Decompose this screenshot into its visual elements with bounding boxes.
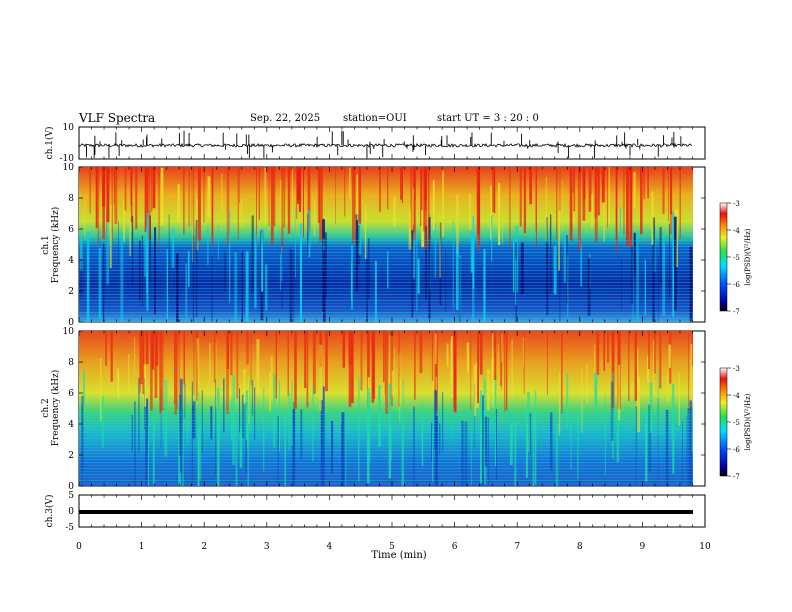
colorbar-tick-label: -5 — [733, 254, 740, 262]
x-axis-tick-labels: 0 1 2 3 4 5 6 7 8 9 10 — [76, 542, 711, 552]
ch1-spectrogram-panel: 0 2 4 6 8 10 ch.1 Frequency (kHz) — [41, 163, 706, 328]
ch1-ytick-bottom: -10 — [60, 154, 75, 164]
x-tick-label: 0 — [76, 542, 82, 552]
ch2-freq-ticks: 0 2 4 6 8 10 — [63, 327, 705, 492]
y-tick-label: 6 — [68, 225, 74, 235]
y-tick-label: 10 — [63, 163, 75, 173]
chart-title: VLF Spectra — [79, 111, 156, 125]
ch3-waveform-panel: 5 0 -5 ch.3(V) — [44, 491, 706, 533]
y-tick-label: 10 — [63, 327, 75, 337]
colorbar-tick-label: -3 — [733, 365, 740, 373]
ch3-waveform-line — [79, 510, 693, 514]
y-tick-label: 4 — [68, 420, 74, 430]
ch2-colorbar-label: log(PSD)(V²/Hz) — [744, 393, 752, 450]
x-tick-label: 7 — [514, 542, 520, 552]
ch1-colorbar-label: log(PSD)(V²/Hz) — [744, 228, 752, 285]
colorbar-tick-label: -6 — [733, 281, 740, 289]
ch1-freq-ticks: 0 2 4 6 8 10 — [63, 163, 705, 328]
ch3-ytick-bottom: -5 — [65, 523, 74, 533]
x-tick-label: 4 — [327, 542, 333, 552]
colorbar-tick-label: -4 — [733, 392, 740, 400]
y-tick-label: 6 — [68, 389, 74, 399]
ch1-freq-ylabel-ch: ch.1 — [41, 235, 51, 254]
colorbar-tick-label: -4 — [733, 227, 740, 235]
ch3-ylabel: ch.3(V) — [44, 495, 55, 528]
ch2-spectrogram-panel: 0 2 4 6 8 10 ch.2 Frequency (kHz) — [41, 327, 706, 492]
ch1-colorbar: -3 -4 -5 -6 -7 log(PSD)(V²/Hz) — [719, 200, 752, 316]
x-tick-label: 3 — [264, 542, 270, 552]
ch3-ytick-mid: 0 — [68, 507, 74, 517]
y-tick-label: 2 — [68, 451, 74, 461]
ch1-waveform-line — [78, 130, 693, 158]
x-tick-label: 8 — [577, 542, 583, 552]
x-tick-label: 5 — [389, 542, 395, 552]
colorbar-tick-label: -5 — [733, 419, 740, 427]
colorbar-tick-label: -3 — [733, 200, 740, 208]
ch1-ylabel: ch.1(V) — [44, 127, 55, 160]
x-axis-label: Time (min) — [371, 550, 426, 561]
ch1-waveform-panel: 10 -10 ch.1(V) — [44, 123, 706, 164]
ch1-ytick-top: 10 — [63, 123, 75, 133]
x-tick-label: 2 — [201, 542, 207, 552]
ch2-freq-ylabel: Frequency (kHz) — [50, 370, 61, 447]
ch1-freq-ylabel: Frequency (kHz) — [50, 207, 61, 284]
y-tick-label: 8 — [68, 358, 74, 368]
y-tick-label: 4 — [68, 256, 74, 266]
colorbar-tick-label: -7 — [733, 308, 740, 316]
ch2-freq-ylabel-ch: ch.2 — [41, 398, 51, 417]
ch3-ytick-top: 5 — [68, 491, 74, 501]
station-label: station=OUI — [343, 113, 407, 124]
x-tick-label: 10 — [699, 542, 711, 552]
x-tick-label: 6 — [452, 542, 458, 552]
y-tick-label: 8 — [68, 194, 74, 204]
colorbar-tick-label: -7 — [733, 473, 740, 481]
x-tick-label: 1 — [139, 542, 145, 552]
y-tick-label: 0 — [68, 318, 74, 328]
date-label: Sep. 22, 2025 — [250, 113, 321, 124]
y-tick-label: 0 — [68, 482, 74, 492]
y-tick-label: 2 — [68, 287, 74, 297]
ch2-colorbar: -3 -4 -5 -6 -7 log(PSD)(V²/Hz) — [719, 365, 752, 481]
colorbar-tick-label: -6 — [733, 446, 740, 454]
x-tick-label: 9 — [640, 542, 646, 552]
start-time-label: start UT = 3 : 20 : 0 — [437, 113, 539, 124]
